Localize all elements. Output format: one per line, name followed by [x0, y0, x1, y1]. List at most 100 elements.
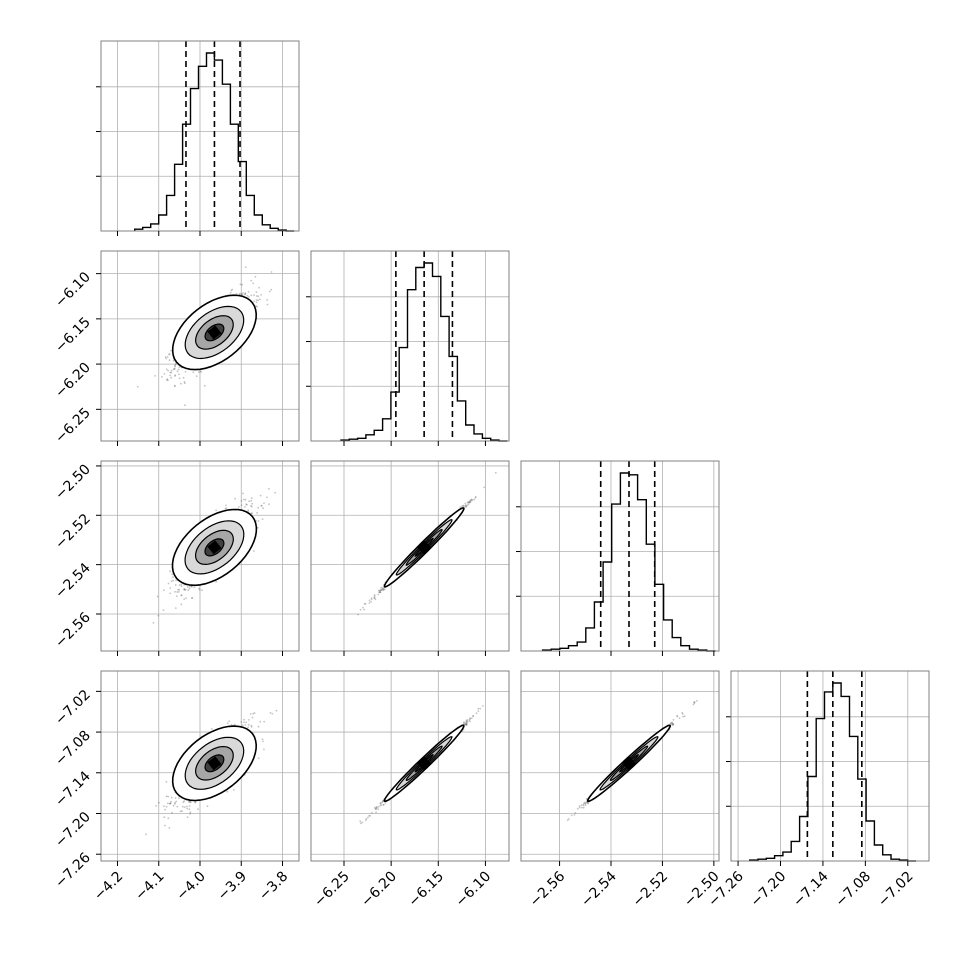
sample-point: [250, 504, 252, 507]
sample-point: [250, 279, 253, 282]
sample-point: [465, 505, 467, 508]
sample-point: [244, 724, 247, 726]
sample-point: [262, 740, 264, 743]
sample-point: [255, 305, 258, 307]
sample-point: [182, 376, 185, 379]
y-tick-label: −7.20: [52, 809, 94, 851]
sample-point: [379, 591, 382, 593]
y-tick-label: −7.26: [52, 850, 94, 892]
sample-point: [361, 821, 364, 824]
x-tick-label: −4.2: [91, 869, 126, 904]
sample-point: [186, 816, 189, 818]
sample-point: [186, 586, 189, 588]
sample-point: [172, 579, 175, 582]
density-peak: [207, 325, 222, 340]
x-tick-label: −3.8: [256, 869, 291, 904]
sample-point: [255, 291, 258, 294]
sample-point: [176, 370, 179, 373]
sample-point: [226, 722, 229, 725]
sample-point: [203, 384, 206, 387]
sample-point: [483, 486, 486, 489]
sample-point: [257, 757, 260, 760]
sample-point: [167, 379, 169, 382]
sample-point: [242, 292, 244, 294]
sample-point: [243, 293, 246, 296]
sample-point: [225, 507, 228, 509]
sample-point: [257, 299, 259, 302]
sample-point: [175, 579, 178, 582]
sample-point: [247, 726, 250, 729]
sample-point: [370, 598, 373, 601]
sample-point: [275, 709, 278, 712]
sample-point: [180, 583, 183, 586]
sample-point: [162, 609, 165, 611]
y-tick-label: −2.50: [52, 461, 94, 503]
sample-point: [165, 379, 168, 381]
sample-point: [174, 375, 176, 377]
sample-point: [189, 813, 191, 815]
sample-point: [374, 598, 377, 601]
sample-point: [262, 507, 264, 510]
sample-point: [462, 505, 465, 507]
sample-point: [166, 802, 169, 805]
y-tick-label: −6.15: [52, 314, 94, 356]
sample-point: [164, 356, 167, 358]
sample-point: [184, 588, 187, 591]
sample-point: [169, 587, 172, 589]
sample-point: [256, 305, 258, 308]
sample-point: [241, 724, 244, 726]
sample-point: [165, 357, 168, 360]
sample-point: [368, 599, 371, 602]
sample-point: [373, 595, 376, 598]
sample-point: [258, 286, 260, 289]
sample-point: [181, 810, 183, 812]
sample-point: [233, 723, 236, 726]
sample-point: [200, 371, 203, 373]
panel-2-0: −2.56−2.54−2.52−2.50: [52, 460, 300, 656]
sample-point: [192, 371, 195, 374]
sample-point: [172, 804, 175, 807]
sample-point: [241, 293, 244, 296]
sample-point: [215, 509, 218, 512]
sample-point: [251, 502, 254, 505]
panel-1-0: −6.25−6.20−6.15−6.10: [52, 250, 300, 447]
sample-point: [168, 802, 171, 805]
sample-point: [177, 588, 180, 591]
sample-point: [254, 275, 257, 278]
x-tick-label: −4.0: [173, 869, 208, 904]
sample-point: [165, 368, 168, 371]
sample-point: [260, 294, 262, 296]
sample-point: [266, 496, 268, 499]
sample-point: [464, 504, 467, 507]
sample-point: [243, 718, 246, 721]
sample-point: [359, 608, 362, 611]
sample-point: [240, 293, 243, 295]
sample-point: [188, 808, 191, 811]
sample-point: [163, 805, 165, 808]
sample-point: [197, 371, 200, 374]
sample-point: [177, 368, 180, 371]
sample-point: [215, 580, 218, 583]
sample-point: [467, 503, 470, 505]
sample-point: [180, 594, 183, 597]
sample-point: [180, 594, 183, 597]
sample-point: [245, 721, 248, 724]
sample-point: [261, 518, 264, 520]
sample-point: [257, 295, 260, 298]
sample-point: [249, 713, 252, 715]
panel-frame: [310, 250, 510, 442]
sample-point: [173, 367, 176, 370]
sample-point: [233, 789, 235, 791]
sample-point: [198, 588, 201, 591]
sample-point: [257, 506, 259, 509]
sample-point: [174, 364, 177, 367]
sample-point: [260, 505, 263, 507]
sample-point: [253, 294, 256, 297]
sample-point: [461, 505, 463, 508]
sample-point: [250, 512, 253, 515]
sample-point: [183, 588, 185, 590]
sample-point: [243, 721, 245, 724]
sample-point: [470, 499, 472, 502]
sample-point: [174, 365, 176, 368]
